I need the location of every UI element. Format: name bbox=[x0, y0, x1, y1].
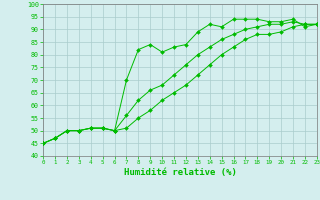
X-axis label: Humidité relative (%): Humidité relative (%) bbox=[124, 168, 236, 177]
